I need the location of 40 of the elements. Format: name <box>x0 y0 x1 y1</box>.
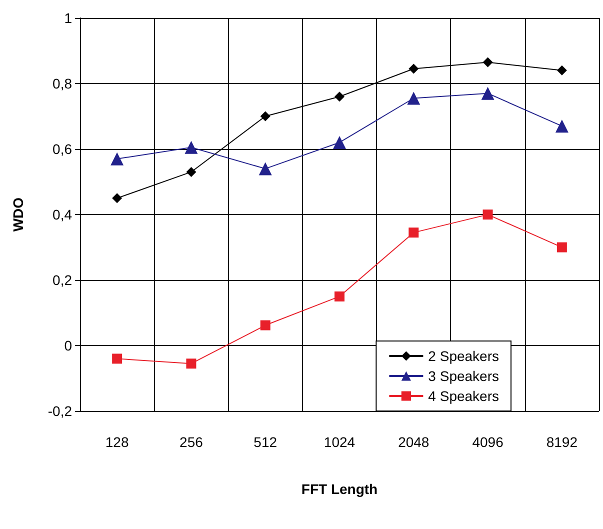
point <box>482 57 493 68</box>
point <box>258 162 272 176</box>
y-tick-label: 1 <box>64 10 72 26</box>
point <box>481 86 494 100</box>
point <box>408 64 419 74</box>
y-axis-title: WDO <box>10 197 26 232</box>
point <box>260 320 270 330</box>
point <box>334 92 344 102</box>
point <box>112 354 122 364</box>
x-tick-label: 128 <box>105 434 129 450</box>
legend-label: 4 Speakers <box>428 388 500 404</box>
y-tick-label: 0,4 <box>52 206 72 223</box>
point <box>184 140 198 154</box>
x-tick-label: 512 <box>254 434 278 450</box>
y-tick-label: 0,2 <box>52 272 72 288</box>
x-tick-label: 8192 <box>546 434 578 450</box>
x-tick-label: 2048 <box>398 434 430 450</box>
point <box>110 152 124 166</box>
x-tick-label: 1024 <box>324 434 356 450</box>
point <box>555 120 568 133</box>
y-tick-label: 0 <box>64 338 72 354</box>
x-tick-label: 4096 <box>472 434 504 450</box>
legend-label: 3 Speakers <box>428 368 500 384</box>
point <box>407 92 420 105</box>
y-tick-label: 0,8 <box>52 76 72 92</box>
point <box>334 291 344 302</box>
point <box>482 210 493 220</box>
point <box>186 166 196 177</box>
point <box>112 193 122 204</box>
point <box>556 65 567 76</box>
point <box>186 358 196 369</box>
y-tick-label: -0,2 <box>48 403 72 420</box>
x-tick-label: 256 <box>180 434 204 450</box>
legend-label: 2 Speakers <box>428 348 500 364</box>
point <box>408 228 419 238</box>
point <box>333 136 346 149</box>
point <box>556 242 567 252</box>
x-axis-title: FFT Length <box>301 481 378 497</box>
y-tick-label: 0,6 <box>52 141 72 158</box>
point <box>260 111 270 122</box>
